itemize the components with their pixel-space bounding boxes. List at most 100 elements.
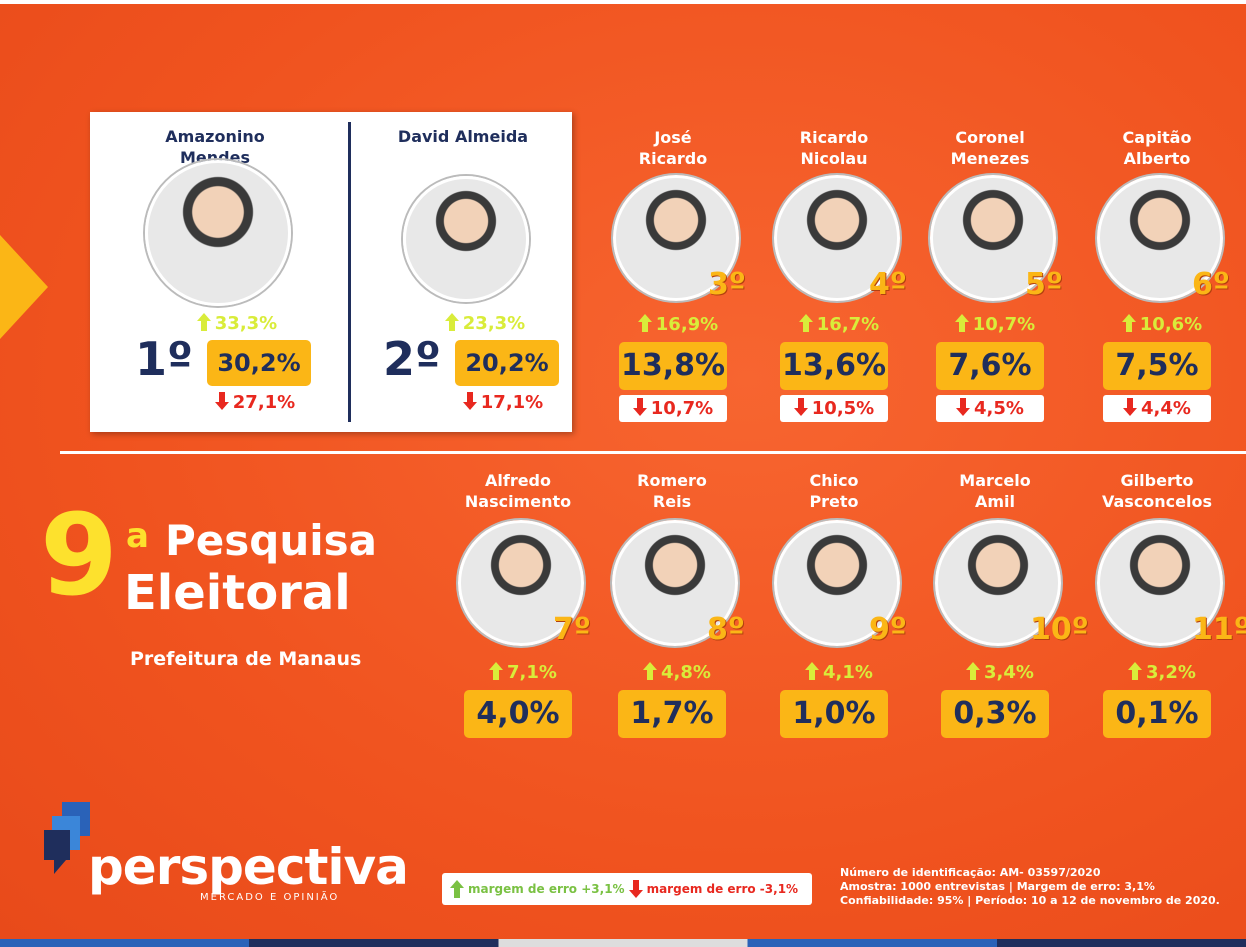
- upper-bound: 33,3%: [172, 313, 302, 334]
- bottom-strip: [0, 939, 1246, 947]
- candidate-name: Gilberto: [1120, 471, 1194, 490]
- candidate-name: Amil: [974, 492, 1016, 511]
- down-arrow-icon: [793, 398, 808, 416]
- candidate-name: Chico: [809, 471, 859, 490]
- label: 7,1%: [507, 662, 557, 683]
- rank: 1º: [135, 332, 193, 386]
- candidate-photo: [613, 175, 739, 301]
- edition-suffix: a: [126, 516, 149, 556]
- rank: 8º: [707, 612, 745, 647]
- candidate-photo: [145, 160, 291, 306]
- candidate-name: Alberto: [1123, 149, 1191, 168]
- label: 10,6%: [1139, 314, 1203, 335]
- logo-tagline: MERCADO E OPINIÃO: [200, 892, 340, 903]
- label: 17,1%: [480, 392, 544, 413]
- vote-share: 7,6%: [936, 342, 1044, 390]
- candidate-name: Marcelo: [959, 471, 1031, 490]
- candidate-name: Ricardo: [638, 149, 708, 168]
- candidate-name: Ricardo: [799, 128, 869, 147]
- rank: 5º: [1025, 267, 1063, 302]
- legend-down: margem de erro -3,1%: [646, 882, 799, 896]
- logo-text: perspectiva: [88, 838, 409, 896]
- label: 10,7%: [650, 398, 714, 419]
- lower-bound: 4,5%: [936, 395, 1044, 422]
- up-arrow-icon: [954, 314, 969, 332]
- candidate-name: José: [654, 128, 692, 147]
- rank: 9º: [869, 612, 907, 647]
- candidate-name: Vasconcelos: [1101, 492, 1213, 511]
- legend: margem de erro +3,1% margem de erro -3,1…: [442, 873, 812, 905]
- down-arrow-icon: [628, 880, 643, 898]
- upper-bound: 3,4%: [935, 662, 1065, 683]
- up-arrow-icon: [450, 880, 464, 898]
- label: 10,5%: [811, 398, 875, 419]
- candidate-photo: [935, 520, 1061, 646]
- down-arrow-icon: [632, 398, 647, 416]
- top-edge: [0, 0, 1246, 4]
- lower-bound: 10,7%: [619, 395, 727, 422]
- down-arrow-icon: [1123, 398, 1138, 416]
- candidate-photo: [403, 176, 529, 302]
- vote-share: 0,1%: [1103, 690, 1211, 738]
- label: 4,4%: [1141, 398, 1191, 419]
- vote-share: 1,7%: [618, 690, 726, 738]
- rank: 7º: [553, 612, 591, 647]
- down-arrow-icon: [214, 392, 229, 410]
- candidate-name: Alfredo: [484, 471, 551, 490]
- candidate-name: Capitão: [1122, 128, 1192, 147]
- vote-share: 13,8%: [619, 342, 727, 390]
- upper-bound: 10,6%: [1097, 314, 1227, 335]
- title-line-2: Eleitoral: [124, 565, 351, 621]
- label: 27,1%: [232, 392, 296, 413]
- label: 16,7%: [816, 314, 880, 335]
- vote-share: 13,6%: [780, 342, 888, 390]
- label: 4,5%: [974, 398, 1024, 419]
- candidate-photo: [774, 520, 900, 646]
- up-arrow-icon: [805, 662, 820, 680]
- candidate-photo: [612, 520, 738, 646]
- up-arrow-icon: [196, 313, 211, 331]
- row-divider: [60, 451, 1246, 454]
- note: Confiabilidade: 95% | Período: 10 a 12 d…: [840, 894, 1220, 907]
- rank: 2º: [383, 332, 441, 386]
- candidate-name: Coronel: [955, 128, 1025, 147]
- upper-bound: 16,7%: [774, 314, 904, 335]
- candidate-name: Nascimento: [464, 492, 572, 511]
- lower-bound: 4,4%: [1103, 395, 1211, 422]
- note: Número de identificação: AM- 03597/2020: [840, 866, 1101, 879]
- upper-bound: 10,7%: [930, 314, 1060, 335]
- label: 3,2%: [1146, 662, 1196, 683]
- up-arrow-icon: [643, 662, 658, 680]
- candidate-name: Menezes: [950, 149, 1030, 168]
- up-arrow-icon: [798, 314, 813, 332]
- candidate-photo: [458, 520, 584, 646]
- notes: Número de identificação: AM- 03597/2020 …: [840, 866, 1220, 908]
- note: Amostra: 1000 entrevistas | Margem de er…: [840, 880, 1155, 893]
- rank: 11º: [1192, 612, 1246, 647]
- candidate-name: Nicolau: [800, 149, 868, 168]
- side-arrow: [0, 235, 48, 339]
- vote-share: 7,5%: [1103, 342, 1211, 390]
- upper-bound: 23,3%: [420, 313, 550, 334]
- vote-share: 20,2%: [455, 340, 559, 386]
- upper-bound: 3,2%: [1097, 662, 1227, 683]
- candidate-photo: [1097, 520, 1223, 646]
- rank: 10º: [1030, 612, 1089, 647]
- down-arrow-icon: [462, 392, 477, 410]
- upper-bound: 4,8%: [612, 662, 742, 683]
- candidate-name: Romero: [637, 471, 707, 490]
- candidate-name: Preto: [809, 492, 859, 511]
- label: 33,3%: [214, 313, 278, 334]
- candidate-photo: [1097, 175, 1223, 301]
- vote-share: 4,0%: [464, 690, 572, 738]
- label: 4,8%: [661, 662, 711, 683]
- label: 23,3%: [462, 313, 526, 334]
- candidate-name: David Almeida: [397, 127, 529, 146]
- vote-share: 30,2%: [207, 340, 311, 386]
- card-divider: [348, 122, 351, 422]
- label: 3,4%: [984, 662, 1034, 683]
- label: 16,9%: [655, 314, 719, 335]
- vote-share: 1,0%: [780, 690, 888, 738]
- up-arrow-icon: [444, 313, 459, 331]
